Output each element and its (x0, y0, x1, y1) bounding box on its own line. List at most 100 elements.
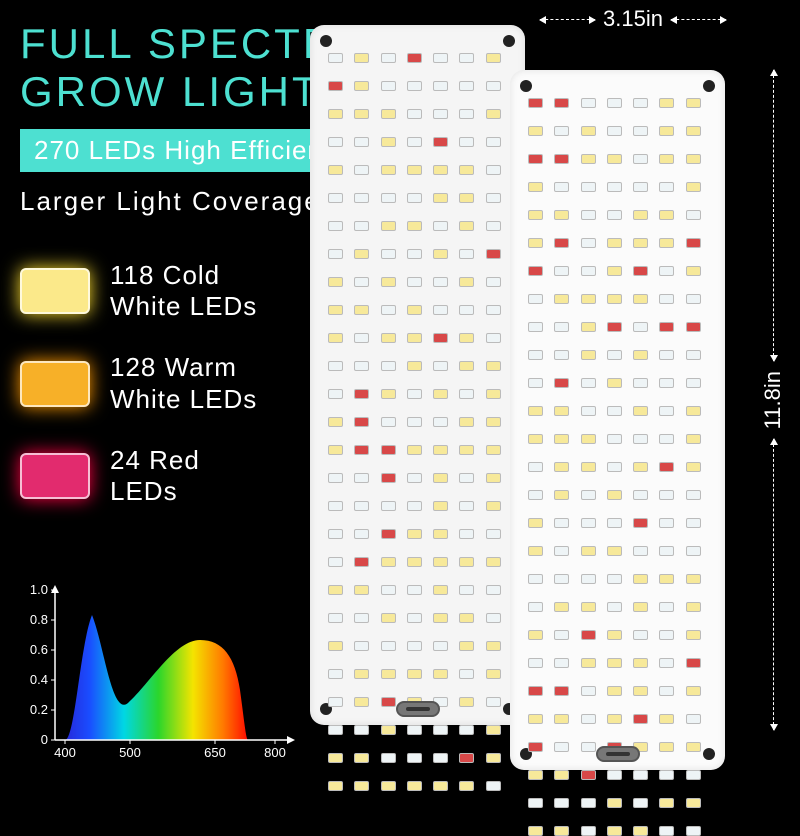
led-chip (686, 210, 701, 220)
led-chip (433, 613, 448, 623)
led-chip (659, 574, 674, 584)
led-chip (607, 462, 622, 472)
led-chip (407, 781, 422, 791)
led-chip (581, 378, 596, 388)
led-chip (433, 193, 448, 203)
swatch-row: 118 ColdWhite LEDs (20, 260, 257, 322)
led-chip (407, 417, 422, 427)
led-chip (407, 305, 422, 315)
led-chip (659, 98, 674, 108)
svg-text:400: 400 (54, 745, 76, 760)
led-chip (407, 501, 422, 511)
led-chip (554, 546, 569, 556)
led-chip (607, 630, 622, 640)
svg-text:0.8: 0.8 (30, 612, 48, 627)
led-chip (633, 238, 648, 248)
led-chip (686, 378, 701, 388)
led-chip (686, 490, 701, 500)
led-chip (686, 238, 701, 248)
led-chip (459, 193, 474, 203)
led-chip (407, 277, 422, 287)
led-chip (433, 221, 448, 231)
led-chip (659, 826, 674, 836)
led-chip (581, 98, 596, 108)
led-chip (581, 742, 596, 752)
led-chip (607, 714, 622, 724)
led-chip (486, 193, 501, 203)
led-chip (607, 406, 622, 416)
led-chip (328, 753, 343, 763)
swatch-label: 118 ColdWhite LEDs (110, 260, 257, 322)
led-chip (633, 770, 648, 780)
led-chip (528, 490, 543, 500)
led-chip (659, 406, 674, 416)
led-chip (459, 221, 474, 231)
led-chip (486, 389, 501, 399)
led-chip (459, 529, 474, 539)
led-chip (459, 613, 474, 623)
led-chip (659, 546, 674, 556)
led-chip (554, 350, 569, 360)
led-chip (381, 501, 396, 511)
led-chip (607, 490, 622, 500)
led-chip (633, 378, 648, 388)
led-chip (381, 249, 396, 259)
led-chip (459, 445, 474, 455)
led-chip (486, 165, 501, 175)
led-chip (554, 266, 569, 276)
led-chip (581, 714, 596, 724)
led-chip (554, 742, 569, 752)
led-chip (581, 350, 596, 360)
led-chip (354, 81, 369, 91)
led-chip (686, 658, 701, 668)
led-chip (459, 417, 474, 427)
led-chip (381, 445, 396, 455)
led-chip (328, 305, 343, 315)
led-chip (607, 210, 622, 220)
led-chip (554, 630, 569, 640)
led-chip (633, 406, 648, 416)
led-chip (459, 473, 474, 483)
led-chip (486, 333, 501, 343)
led-chip (381, 473, 396, 483)
led-chip (354, 109, 369, 119)
led-chip (528, 322, 543, 332)
led-chip (633, 826, 648, 836)
led-chip (659, 210, 674, 220)
led-chip (528, 546, 543, 556)
led-chip (554, 490, 569, 500)
led-swatch-icon (20, 361, 90, 407)
led-chip (486, 361, 501, 371)
led-chip (459, 109, 474, 119)
led-chip (486, 529, 501, 539)
svg-text:1.0: 1.0 (30, 585, 48, 597)
led-chip (486, 697, 501, 707)
led-chip (528, 462, 543, 472)
dimension-arrow-icon (540, 19, 595, 20)
led-chip (686, 266, 701, 276)
led-chip (433, 445, 448, 455)
led-chip (381, 725, 396, 735)
led-chip (581, 322, 596, 332)
led-chip (528, 574, 543, 584)
led-chip (328, 501, 343, 511)
dimension-arrow-icon (671, 19, 726, 20)
led-chip (686, 322, 701, 332)
led-chip (686, 294, 701, 304)
led-chip (633, 98, 648, 108)
led-chip (433, 137, 448, 147)
led-chip (581, 210, 596, 220)
led-chip (407, 221, 422, 231)
led-chip (659, 770, 674, 780)
led-chip (686, 686, 701, 696)
led-chip (328, 193, 343, 203)
led-chip (633, 574, 648, 584)
led-chip (633, 350, 648, 360)
led-chip (528, 434, 543, 444)
led-chip (528, 154, 543, 164)
led-chip (486, 53, 501, 63)
led-chip (328, 165, 343, 175)
led-chip (607, 546, 622, 556)
led-chip (459, 501, 474, 511)
spectrum-chart: 1.00.80.60.40.20 400500650800 (20, 585, 300, 775)
